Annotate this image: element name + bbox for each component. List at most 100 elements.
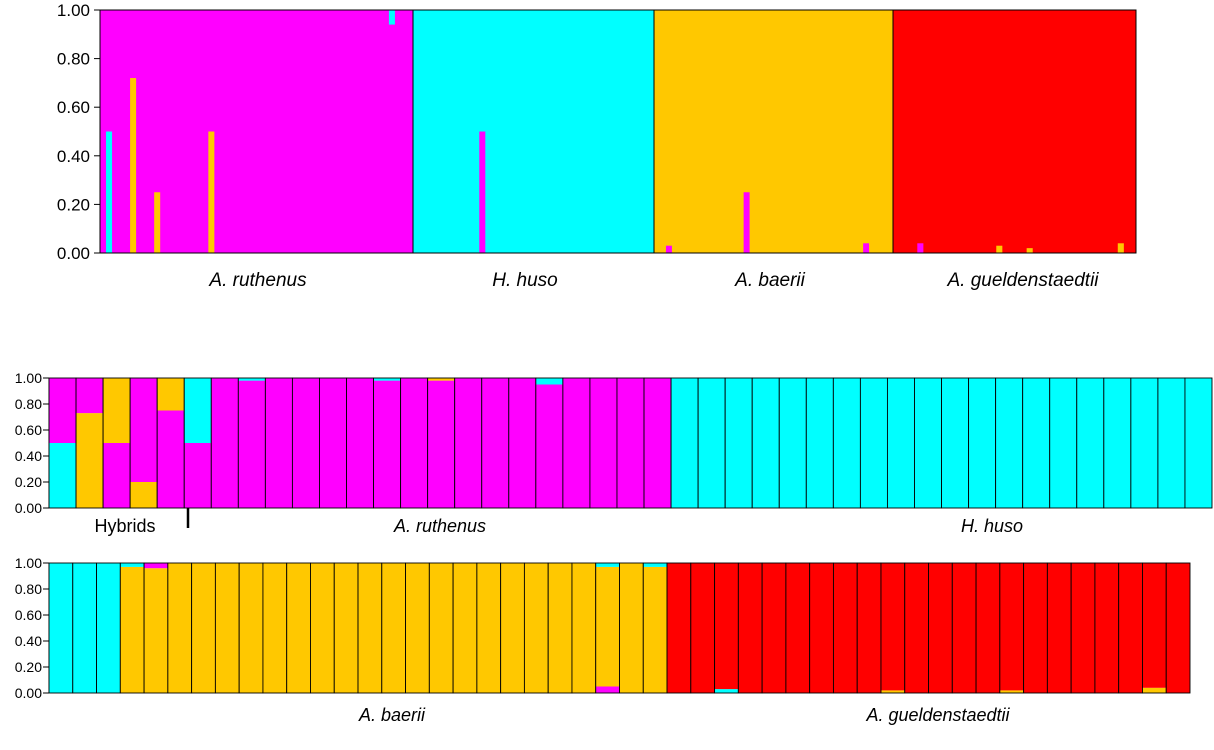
y-tick-label: 0.60 — [15, 607, 42, 623]
individual-bar-segment — [96, 563, 121, 693]
individual-bar — [1165, 562, 1191, 694]
admixture-bar — [106, 131, 113, 253]
individual-bar-segment — [454, 378, 482, 508]
admixture-bar — [208, 131, 215, 253]
individual-bar-segment — [880, 563, 905, 691]
admixture-bar — [1117, 243, 1124, 253]
individual-bar-segment — [1071, 563, 1095, 693]
individual-bar-segment — [887, 378, 915, 508]
individual-bar-segment — [292, 378, 320, 508]
y-tick-label: 0.20 — [57, 195, 90, 214]
admixture-bar — [388, 10, 395, 25]
individual-bar-segment — [157, 378, 185, 411]
y-tick-label: 0.00 — [15, 685, 42, 701]
y-tick-label: 1.00 — [57, 1, 90, 20]
individual-bar-segment — [616, 378, 645, 508]
individual-bar-segment — [215, 563, 240, 693]
individual-bar-segment — [286, 563, 311, 693]
individual-bar-segment — [644, 378, 672, 508]
individual-bar-segment — [667, 563, 691, 693]
population-label: A. gueldenstaedtii — [946, 270, 1099, 291]
individual-bar-segment — [239, 563, 263, 693]
individual-bar-segment — [310, 563, 335, 693]
individual-bar-segment — [1118, 563, 1143, 693]
individual-bar-segment — [1142, 563, 1167, 688]
population-outline — [892, 9, 1137, 254]
individual-bar-segment — [860, 378, 888, 508]
individual-bar-segment — [319, 378, 347, 508]
admixture-bar — [917, 243, 924, 253]
individual-bar-segment — [1157, 378, 1185, 508]
individual-bar-segment — [698, 378, 726, 508]
individual-bar-segment — [999, 690, 1024, 693]
individual-bar-segment — [262, 563, 287, 693]
admixture-bar — [863, 243, 870, 253]
admixture-bar — [1026, 248, 1033, 253]
individual-bar-segment — [752, 378, 780, 508]
group-label: H. huso — [961, 516, 1023, 536]
individual-bar — [1184, 377, 1213, 509]
population-label: A. ruthenus — [208, 270, 307, 291]
individual-bar-segment — [904, 563, 929, 693]
individual-bar-segment — [535, 384, 563, 508]
individual-bar-segment — [130, 378, 158, 482]
admixture-bar — [743, 192, 750, 253]
population-label: H. huso — [492, 270, 557, 291]
individual-bar-segment — [976, 563, 1000, 693]
individual-bar-segment — [373, 378, 401, 381]
individual-bar-segment — [373, 380, 401, 508]
individual-bar-segment — [1076, 378, 1104, 508]
individual-bar-segment — [833, 378, 861, 508]
individual-bar-segment — [785, 563, 810, 693]
population-label: A. baerii — [734, 270, 805, 291]
individual-bar-segment — [1166, 563, 1190, 693]
individual-bar-segment — [334, 563, 359, 693]
individual-bar-segment — [952, 563, 977, 693]
individual-bar-segment — [120, 566, 145, 693]
population-block-2 — [413, 10, 654, 253]
individual-bar-segment — [76, 413, 104, 508]
individual-bar-segment — [49, 378, 77, 443]
admixture-bar — [154, 192, 161, 253]
individual-bar-segment — [619, 563, 644, 693]
individual-bar-segment — [346, 378, 374, 508]
individual-bar-segment — [535, 378, 563, 385]
individual-bar-segment — [524, 563, 549, 693]
individual-bar-segment — [130, 482, 158, 508]
individual-bar-segment — [103, 378, 131, 443]
individual-bar-segment — [595, 686, 620, 693]
individual-bar-segment — [562, 378, 590, 508]
individual-bar-segment — [779, 378, 807, 508]
individual-bar-segment — [184, 443, 212, 508]
population-block-3 — [654, 10, 893, 253]
individual-bar-segment — [571, 563, 596, 693]
individual-bar-segment — [400, 378, 428, 508]
individual-bar-segment — [1049, 378, 1077, 508]
individual-bar-segment — [968, 378, 996, 508]
individual-bar-segment — [714, 689, 739, 693]
individual-bar-segment — [427, 380, 455, 508]
individual-bar-segment — [381, 563, 406, 693]
individual-bar-segment — [481, 378, 509, 508]
individual-bar-segment — [995, 378, 1023, 508]
individual-bar-segment — [809, 563, 834, 693]
y-tick-label: 0.00 — [57, 244, 90, 263]
individual-bar-segment — [72, 563, 97, 693]
individual-bar-segment — [405, 563, 430, 693]
individual-bar-segment — [500, 563, 525, 693]
admixture-bar — [996, 245, 1003, 253]
individual-bar-segment — [941, 378, 969, 508]
individual-bar-segment — [1023, 563, 1048, 693]
individual-bar-segment — [238, 380, 266, 508]
population-block-1 — [100, 10, 413, 253]
individual-bar-segment — [429, 563, 454, 693]
individual-bar-segment — [914, 378, 942, 508]
individual-bar-segment — [595, 563, 620, 567]
y-tick-label: 1.00 — [15, 555, 42, 571]
individual-bar-segment — [1130, 378, 1158, 508]
y-tick-label: 0.20 — [15, 474, 42, 490]
individual-bar-segment — [1022, 378, 1050, 508]
individual-bar-segment — [358, 563, 382, 693]
individual-bar-segment — [1047, 563, 1072, 693]
